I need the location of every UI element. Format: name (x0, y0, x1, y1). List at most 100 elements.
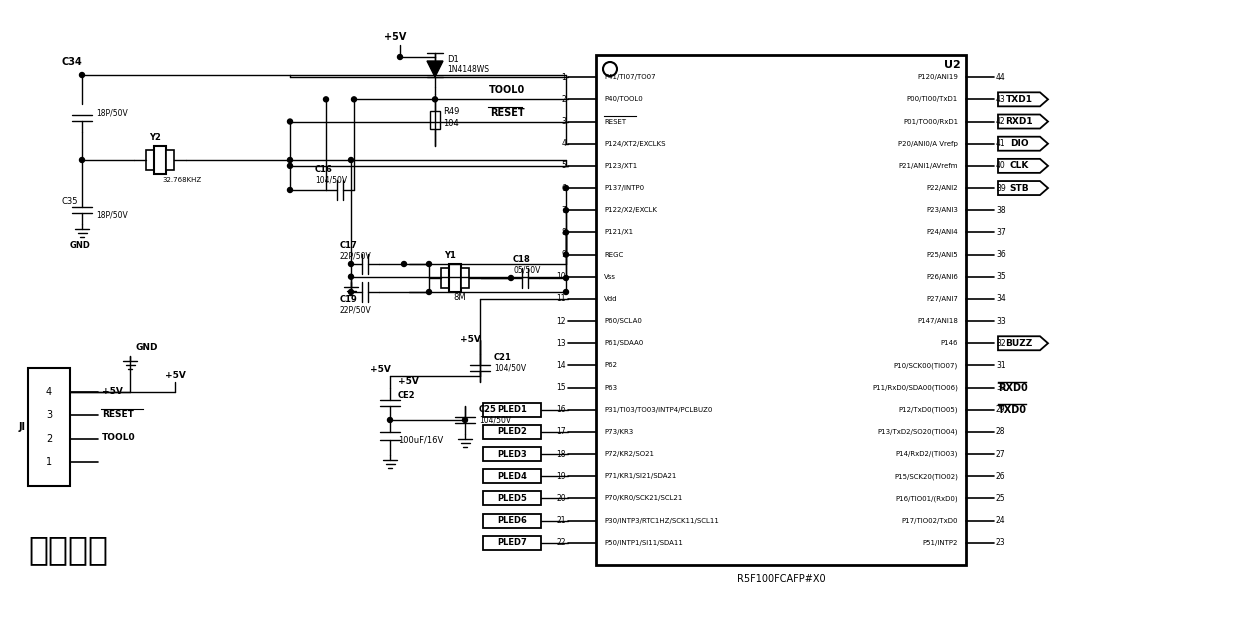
Text: 34: 34 (996, 294, 1006, 303)
Text: 1N4148WS: 1N4148WS (446, 64, 489, 74)
Text: 16: 16 (557, 405, 565, 414)
Text: 33: 33 (996, 316, 1006, 326)
Text: 17: 17 (557, 428, 565, 436)
Text: C18: C18 (513, 255, 531, 265)
Text: 18P/50V: 18P/50V (95, 211, 128, 219)
Circle shape (563, 230, 568, 235)
Text: 32: 32 (996, 339, 1006, 348)
Bar (166, 150, 174, 170)
Text: 26: 26 (996, 472, 1006, 481)
Circle shape (288, 158, 293, 163)
Text: P31/TI03/TO03/INTP4/PCLBUZ0: P31/TI03/TO03/INTP4/PCLBUZ0 (604, 407, 712, 413)
Text: 36: 36 (996, 250, 1006, 259)
Text: Vdd: Vdd (604, 296, 618, 302)
Circle shape (79, 72, 84, 77)
Circle shape (351, 97, 357, 102)
Text: P11/RxD0/SDA00(TIO06): P11/RxD0/SDA00(TIO06) (872, 384, 959, 391)
Text: PLED2: PLED2 (497, 428, 527, 436)
Text: PLED6: PLED6 (497, 516, 527, 525)
Text: P41/TI07/TO07: P41/TI07/TO07 (604, 74, 656, 80)
Text: +5V: +5V (370, 365, 391, 375)
Text: P26/ANI6: P26/ANI6 (926, 274, 959, 280)
Bar (484, 469, 541, 483)
Text: 8: 8 (562, 228, 565, 237)
Text: 8M: 8M (453, 294, 466, 302)
Text: 24: 24 (996, 516, 1006, 525)
Text: BUZZ: BUZZ (1006, 339, 1033, 348)
Text: P124/XT2/EXCLKS: P124/XT2/EXCLKS (604, 141, 666, 146)
Text: P123/XT1: P123/XT1 (604, 163, 637, 169)
Text: P12/TxD0(TIO05): P12/TxD0(TIO05) (899, 407, 959, 413)
Text: P40/TOOL0: P40/TOOL0 (604, 96, 642, 103)
Text: P121/X1: P121/X1 (604, 229, 634, 235)
Text: RXD1: RXD1 (1006, 117, 1033, 126)
Circle shape (427, 289, 432, 295)
Text: P20/ANI0/A Vrefp: P20/ANI0/A Vrefp (898, 141, 959, 146)
Text: 22P/50V: 22P/50V (340, 252, 372, 261)
Text: +5V: +5V (384, 32, 407, 42)
Bar (484, 514, 541, 528)
Text: JI: JI (19, 422, 26, 432)
Text: P71/KR1/SI21/SDA21: P71/KR1/SI21/SDA21 (604, 473, 676, 480)
Polygon shape (998, 114, 1048, 129)
Text: 104/50V: 104/50V (315, 176, 347, 185)
Text: TOOL0: TOOL0 (489, 85, 525, 95)
Bar (146, 150, 154, 170)
Text: P10/SCK00(TIO07): P10/SCK00(TIO07) (894, 362, 959, 369)
Text: 38: 38 (996, 206, 1006, 214)
Text: P16/TIO01/(RxD0): P16/TIO01/(RxD0) (895, 495, 959, 502)
Text: R49: R49 (443, 108, 459, 117)
Text: 25: 25 (996, 494, 1006, 503)
Circle shape (79, 158, 84, 163)
Circle shape (348, 274, 353, 279)
Circle shape (427, 261, 432, 266)
Text: P13/TxD2/SO20(TIO04): P13/TxD2/SO20(TIO04) (878, 429, 959, 435)
Text: PLED4: PLED4 (497, 472, 527, 481)
Text: 104: 104 (443, 119, 459, 129)
Text: 4: 4 (46, 387, 52, 397)
Text: P17/TIO02/TxD0: P17/TIO02/TxD0 (901, 518, 959, 523)
Text: 104/50V: 104/50V (479, 415, 511, 425)
Text: 21: 21 (557, 516, 565, 525)
Text: P23/ANI3: P23/ANI3 (926, 207, 959, 213)
Text: P70/KR0/SCK21/SCL21: P70/KR0/SCK21/SCL21 (604, 496, 682, 501)
Text: 35: 35 (996, 273, 1006, 281)
Text: P25/ANI5: P25/ANI5 (926, 252, 959, 258)
Text: P62: P62 (604, 362, 618, 368)
Bar (484, 425, 541, 439)
Text: P50/INTP1/SI11/SDA11: P50/INTP1/SI11/SDA11 (604, 540, 683, 546)
Text: 44: 44 (996, 73, 1006, 82)
Text: 11: 11 (557, 294, 565, 303)
Text: U2: U2 (944, 60, 961, 70)
Text: P15/SCK20(TIO02): P15/SCK20(TIO02) (894, 473, 959, 480)
Polygon shape (998, 336, 1048, 350)
Text: D1: D1 (446, 54, 459, 64)
Text: PLED1: PLED1 (497, 405, 527, 414)
Text: C19: C19 (340, 295, 358, 305)
Bar (461, 268, 469, 288)
Circle shape (463, 418, 467, 423)
Circle shape (563, 252, 568, 257)
Text: 43: 43 (996, 95, 1006, 104)
Circle shape (402, 261, 407, 266)
Text: RESET: RESET (102, 410, 134, 419)
Bar (29, 368, 69, 486)
Text: GND: GND (135, 344, 157, 352)
Circle shape (288, 187, 293, 192)
Text: P61/SDAA0: P61/SDAA0 (604, 341, 644, 346)
Bar (484, 491, 541, 506)
Text: P72/KR2/SO21: P72/KR2/SO21 (604, 451, 653, 457)
Text: P146: P146 (940, 341, 959, 346)
Text: 42: 42 (996, 117, 1006, 126)
Circle shape (398, 54, 403, 59)
Text: 05/50V: 05/50V (513, 266, 541, 274)
Text: 20: 20 (557, 494, 565, 503)
Text: P63: P63 (604, 384, 618, 391)
Text: C21: C21 (494, 353, 512, 363)
Text: TXD0: TXD0 (998, 405, 1027, 415)
Text: Vss: Vss (604, 274, 616, 280)
Text: 39: 39 (996, 184, 1006, 193)
Text: 22: 22 (557, 538, 565, 548)
Text: 22P/50V: 22P/50V (340, 305, 372, 315)
Bar (430, 111, 440, 129)
